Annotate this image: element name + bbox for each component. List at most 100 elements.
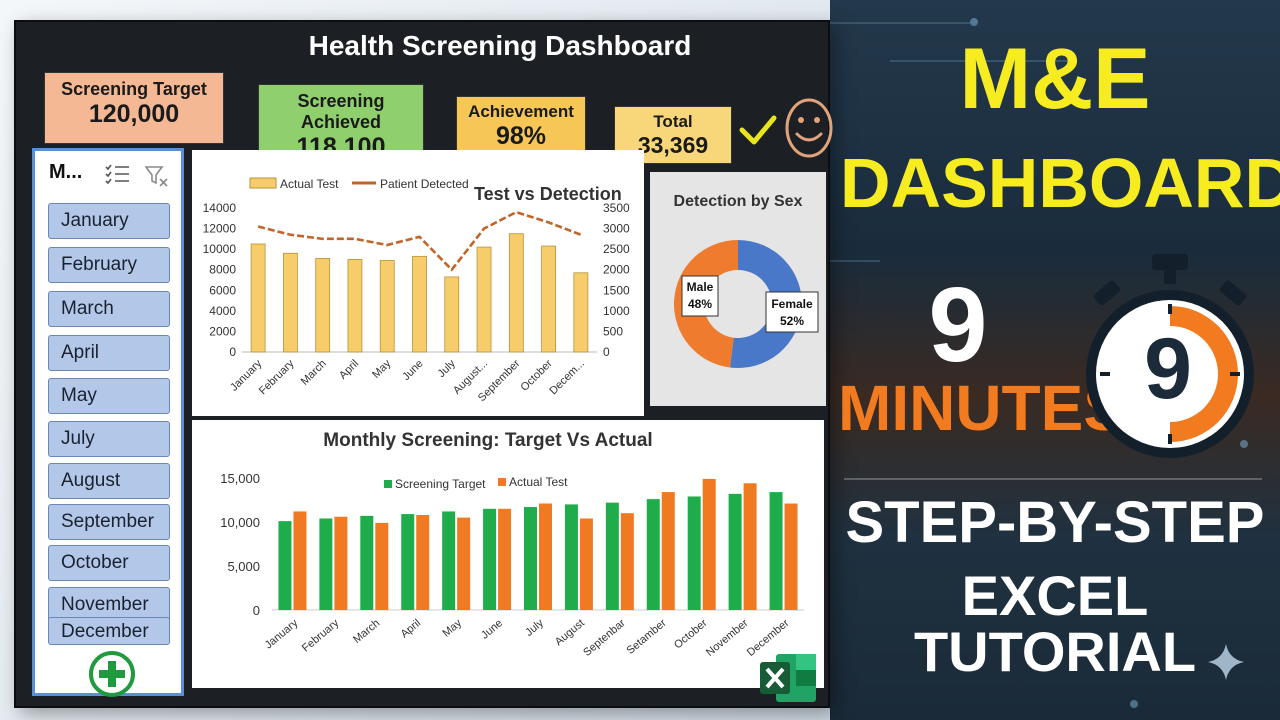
slicer-item-december[interactable]: December [48, 617, 170, 645]
y-right-tick-label: 1000 [603, 304, 630, 318]
x-tick-label: February [257, 357, 297, 397]
smile-icon [785, 98, 833, 158]
bar-actual-test [498, 508, 512, 610]
data-label-male-value: 48% [688, 297, 712, 311]
bar-screening-target [605, 502, 619, 610]
bar-screening-target [687, 496, 701, 610]
bar-actual-test [250, 243, 266, 353]
y-tick-label: 5,000 [227, 559, 260, 574]
x-tick-label: May [440, 617, 464, 640]
x-tick-label: March [299, 358, 329, 388]
slicer-item-may[interactable]: May [48, 378, 170, 414]
multi-select-icon[interactable] [105, 163, 131, 185]
slicer-item-july[interactable]: July [48, 421, 170, 457]
circuit-dot [970, 18, 978, 26]
slicer-item-april[interactable]: April [48, 335, 170, 371]
x-tick-label: April [337, 358, 361, 382]
y-left-tick-label: 2000 [209, 324, 236, 338]
bar-screening-target [360, 515, 374, 610]
promo-step-by-step: STEP-BY-STEP [845, 490, 1265, 555]
promo-minutes-label: MINUTES [838, 372, 1126, 444]
check-icon [739, 115, 777, 145]
bar-screening-target [401, 514, 415, 610]
y-right-tick-label: 2000 [603, 263, 630, 277]
add-icon[interactable] [81, 651, 143, 697]
clear-filter-icon[interactable] [145, 165, 169, 187]
slicer-item-january[interactable]: January [48, 203, 170, 239]
bar-screening-target [524, 507, 537, 610]
circuit-line [890, 60, 1070, 62]
y-left-tick-label: 6000 [209, 283, 236, 297]
bar-actual-test [539, 503, 552, 610]
promo-excel-tutorial: EXCEL TUTORIAL [913, 564, 1197, 683]
divider [844, 478, 1262, 480]
legend-label: Patient Detected [380, 177, 469, 191]
bar-actual-test [293, 511, 307, 610]
x-tick-label: May [370, 357, 394, 381]
legend-label: Screening Target [395, 477, 486, 491]
slicer-item-march[interactable]: March [48, 291, 170, 327]
bar-actual-test [661, 492, 675, 610]
x-tick-label: October [672, 617, 710, 652]
y-right-tick-label: 500 [603, 324, 623, 338]
dashboard-title: Health Screening Dashboard [308, 30, 692, 61]
bar-actual-test [743, 483, 757, 610]
stopwatch-icon [1086, 254, 1254, 458]
x-tick-label: January [263, 617, 301, 652]
circuit-dot [1130, 700, 1138, 708]
bar-actual-test [541, 245, 556, 353]
y-tick-label: 15,000 [220, 471, 260, 486]
monthly-screening-chart: Monthly Screening: Target Vs Actual Scree… [220, 430, 804, 659]
slicer-item-september[interactable]: September [48, 504, 170, 540]
y-left-tick-label: 14000 [203, 201, 237, 215]
kpi-label: Screening Target [61, 79, 207, 99]
kpi-label: Achievement [468, 102, 574, 121]
slicer-item-august[interactable]: August [48, 463, 170, 499]
kpi-value: 98% [495, 122, 547, 150]
bar-actual-test [573, 272, 589, 353]
test-vs-detection-panel: Test vs Detection Actual Test Patient Dete… [192, 150, 644, 416]
stopwatch-digit: 9 [1144, 321, 1192, 417]
promo-minutes-number: 9 [928, 266, 988, 384]
x-tick-label: November [704, 617, 751, 659]
legend-swatch-actual [498, 478, 506, 486]
bar-actual-test [379, 260, 395, 353]
bar-actual-test [412, 255, 427, 353]
legend-swatch-target [384, 480, 392, 488]
data-label-box-female [765, 291, 819, 333]
monthly-screening-panel: Monthly Screening: Target Vs Actual Scree… [192, 420, 824, 688]
slice-female [729, 240, 802, 368]
excel-icon [760, 654, 816, 702]
bar-actual-test [347, 259, 363, 353]
x-tick-label: July [523, 617, 546, 639]
slice-male [673, 240, 738, 368]
kpi-screening-achieved: Screening Achieved 118,100 [258, 84, 424, 161]
x-tick-label: June [479, 617, 505, 642]
x-tick-label: June [400, 358, 425, 383]
circuit-dot [1068, 56, 1076, 64]
line-patient-detected [257, 210, 582, 272]
slicer-item-february[interactable]: February [48, 247, 170, 283]
y-right-tick-label: 1500 [603, 283, 630, 297]
slicer-title: M... [49, 161, 83, 183]
month-slicer: M... January February March April May Ju… [32, 148, 184, 697]
test-vs-detection-chart: Test vs Detection Actual Test Patient Dete… [203, 177, 630, 404]
bar-screening-target [442, 511, 456, 610]
chart-title: Monthly Screening: Target Vs Actual [323, 430, 652, 451]
kpi-screening-target: Screening Target 120,000 [44, 72, 224, 144]
bar-actual-test [457, 517, 471, 610]
y-left-tick-label: 12000 [203, 222, 237, 236]
promo-title-line1: M&E [959, 31, 1151, 127]
bar-actual-test [315, 258, 331, 353]
bar-screening-target [319, 518, 333, 610]
x-tick-label: July [436, 357, 459, 380]
y-right-tick-label: 2500 [603, 242, 630, 256]
bar-actual-test [620, 513, 634, 610]
y-left-tick-label: 0 [229, 345, 236, 359]
sparkle-icon [1208, 644, 1244, 680]
bar-actual-test [579, 518, 593, 610]
bar-screening-target [483, 508, 497, 610]
x-tick-label: March [351, 617, 382, 646]
slicer-item-october[interactable]: October [48, 545, 170, 581]
data-label-female-name: Female [771, 297, 813, 311]
